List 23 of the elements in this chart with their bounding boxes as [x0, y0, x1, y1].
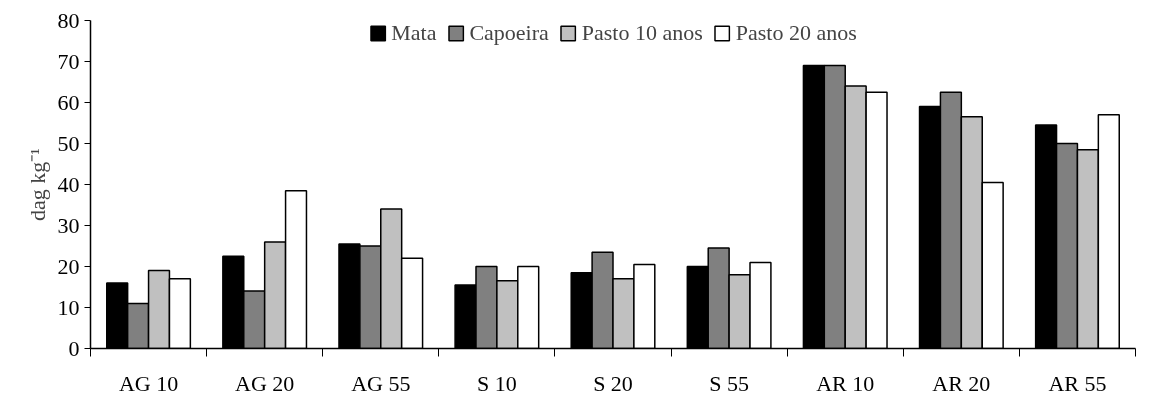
x-tick-label: S 20 [593, 370, 633, 396]
legend-label: Mata [391, 20, 437, 46]
y-tick-label: 70 [57, 48, 80, 74]
y-tick-label: 20 [57, 253, 80, 279]
x-tick-label: AR 55 [1048, 370, 1107, 396]
y-tick-label: 0 [68, 335, 80, 361]
x-tick-label: AG 20 [235, 370, 295, 396]
legend-label: Pasto 10 anos [581, 20, 703, 46]
y-tick-label: 10 [57, 294, 80, 320]
y-tick-label: 30 [57, 212, 80, 238]
x-tick-label: AR 20 [932, 370, 991, 396]
x-tick-label: AR 10 [816, 370, 875, 396]
y-axis-title: dag kg⁻¹ [24, 148, 50, 221]
legend-label: Capoeira [469, 20, 549, 46]
legend-label: Pasto 20 anos [735, 20, 857, 46]
y-tick-label: 40 [57, 171, 80, 197]
x-tick-label: S 55 [709, 370, 749, 396]
x-tick-label: AG 10 [118, 370, 179, 396]
y-tick-label: 60 [57, 89, 80, 115]
x-tick-label: AG 55 [351, 370, 411, 396]
y-tick-label: 50 [57, 130, 80, 156]
x-tick-label: S 10 [477, 370, 517, 396]
y-tick-label: 80 [57, 7, 80, 33]
